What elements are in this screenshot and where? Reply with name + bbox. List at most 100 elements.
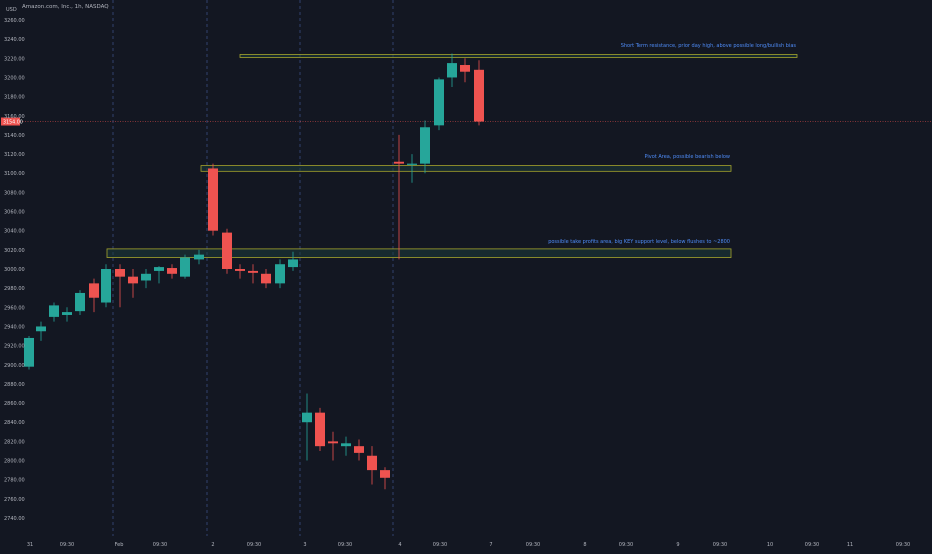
session-separators xyxy=(112,0,394,536)
candle-body xyxy=(24,337,34,367)
current-price-badge xyxy=(1,117,20,126)
candle-body xyxy=(328,441,338,444)
candle-body xyxy=(49,305,59,317)
y-tick-label: 3160.00 xyxy=(4,114,25,120)
x-tick-label: 9 xyxy=(676,542,679,548)
candles xyxy=(24,53,484,490)
y-tick-label: 2900.00 xyxy=(4,363,25,369)
zone-box xyxy=(239,54,798,58)
x-tick-label: 2 xyxy=(211,542,214,548)
candle-body xyxy=(434,79,444,126)
y-tick-label: 3040.00 xyxy=(4,229,25,235)
candle-body xyxy=(208,168,218,231)
x-tick-label: 09:30 xyxy=(619,542,633,548)
candle-body xyxy=(367,455,377,471)
x-tick-label: 09:30 xyxy=(896,542,910,548)
y-tick-label: 2920.00 xyxy=(4,344,25,350)
price-axis[interactable]: 3260.00 3240.00 3220.00 3200.00 3180.00 3160.… xyxy=(4,18,25,522)
zone-box xyxy=(106,248,732,258)
x-tick-label: Feb xyxy=(115,542,124,548)
candle-body xyxy=(101,269,111,303)
candle-body xyxy=(154,267,164,271)
x-tick-label: 10 xyxy=(767,542,773,548)
candle-body xyxy=(222,232,232,270)
y-tick-label: 3000.00 xyxy=(4,267,25,273)
candle-body xyxy=(75,292,85,312)
y-tick-label: 2800.00 xyxy=(4,459,25,465)
y-tick-label: 3120.00 xyxy=(4,152,25,158)
y-tick-label: 3080.00 xyxy=(4,190,25,196)
candle-body xyxy=(275,264,285,284)
y-tick-label: 3220.00 xyxy=(4,56,25,62)
candle-body xyxy=(180,257,190,277)
x-tick-label: 31 xyxy=(27,542,33,548)
candle-body xyxy=(407,163,417,165)
candle-body xyxy=(302,412,312,423)
y-tick-label: 2820.00 xyxy=(4,439,25,445)
y-tick-label: 2960.00 xyxy=(4,305,25,311)
candle-body xyxy=(420,127,430,164)
candle-body xyxy=(128,276,138,284)
x-tick-label: 8 xyxy=(583,542,586,548)
current-price-label: 3154.00 xyxy=(3,120,23,126)
x-tick-label: 09:30 xyxy=(153,542,167,548)
candle-body xyxy=(194,254,204,260)
candle-body xyxy=(354,446,364,453)
zone-label: Short Term resistance, prior day high, a… xyxy=(621,43,797,49)
x-tick-label: 09:30 xyxy=(338,542,352,548)
x-tick-label: 4 xyxy=(398,542,401,548)
time-axis[interactable]: 31 09:30 Feb 09:30 2 09:30 3 09:30 4 09:30 7 09:30 8… xyxy=(27,542,910,548)
y-tick-label: 3100.00 xyxy=(4,171,25,177)
candle-body xyxy=(89,283,99,298)
x-tick-label: 7 xyxy=(489,542,492,548)
y-tick-label: 2780.00 xyxy=(4,478,25,484)
candle-body xyxy=(380,470,390,478)
y-tick-label: 3180.00 xyxy=(4,95,25,101)
x-tick-label: 09:30 xyxy=(805,542,819,548)
candle-body xyxy=(261,273,271,284)
candle-body xyxy=(167,268,177,274)
x-tick-label: 09:30 xyxy=(526,542,540,548)
y-tick-label: 3200.00 xyxy=(4,75,25,81)
x-tick-label: 09:30 xyxy=(247,542,261,548)
zone-label: possible take profits area, big KEY supp… xyxy=(548,239,730,245)
x-tick-label: 11 xyxy=(847,542,853,548)
candle-body xyxy=(460,65,470,72)
y-tick-label: 2740.00 xyxy=(4,516,25,522)
y-tick-label: 3240.00 xyxy=(4,37,25,43)
candle-body xyxy=(447,63,457,78)
zone-label: Pivot Area, possible bearish below xyxy=(644,154,730,160)
y-tick-label: 2760.00 xyxy=(4,497,25,503)
current-price-line: 3154.00 xyxy=(1,117,932,126)
zone-box xyxy=(200,165,732,172)
candle-body xyxy=(141,273,151,281)
candle-body xyxy=(474,69,484,122)
y-tick-label: 2840.00 xyxy=(4,420,25,426)
y-tick-label: 3140.00 xyxy=(4,133,25,139)
x-tick-label: 09:30 xyxy=(713,542,727,548)
candle-body xyxy=(288,259,298,268)
annotation-zones: Short Term resistance, prior day high, a… xyxy=(106,43,798,258)
candle-body xyxy=(248,270,258,273)
candle-body xyxy=(235,269,245,271)
x-tick-label: 09:30 xyxy=(433,542,447,548)
candle-body xyxy=(115,269,125,277)
y-tick-label: 3020.00 xyxy=(4,248,25,254)
currency-label: USD xyxy=(6,7,17,13)
chart-title: Amazon.com, Inc., 1h, NASDAQ xyxy=(22,4,109,10)
y-tick-label: 3260.00 xyxy=(4,18,25,24)
candle-body xyxy=(394,161,404,164)
x-tick-label: 09:30 xyxy=(60,542,74,548)
y-tick-label: 3060.00 xyxy=(4,210,25,216)
y-tick-label: 2880.00 xyxy=(4,382,25,388)
y-tick-label: 2980.00 xyxy=(4,286,25,292)
candle-body xyxy=(341,443,351,447)
x-tick-label: 3 xyxy=(303,542,306,548)
y-tick-label: 2940.00 xyxy=(4,324,25,330)
candle-body xyxy=(62,312,72,315)
y-tick-label: 2860.00 xyxy=(4,401,25,407)
candle-body xyxy=(36,326,46,332)
candle-body xyxy=(315,412,325,447)
